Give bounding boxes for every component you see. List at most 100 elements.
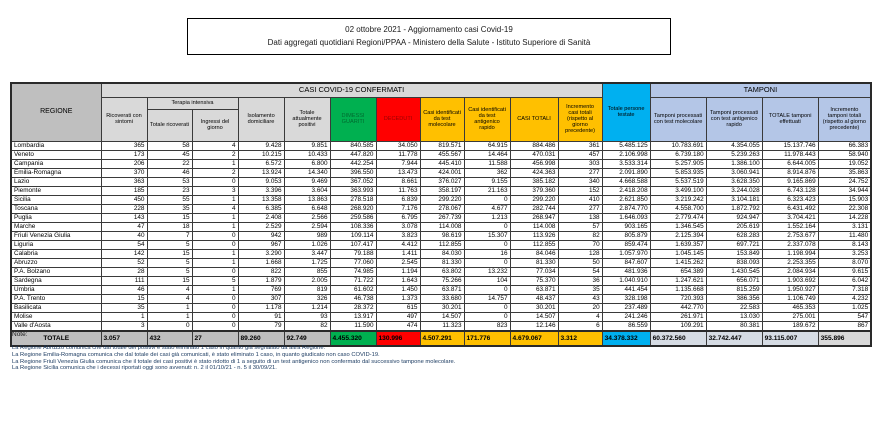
- value-cell: 497: [375, 311, 421, 322]
- value-cell: 362: [463, 167, 511, 178]
- value-cell: 268.920: [329, 203, 377, 214]
- value-cell: 11.590: [329, 320, 377, 331]
- value-cell: 138: [557, 212, 603, 223]
- value-cell: 656.071: [705, 275, 763, 286]
- value-cell: 1.903.692: [761, 275, 819, 286]
- value-cell: 35.863: [817, 167, 872, 178]
- value-cell: 3.290: [237, 248, 285, 259]
- value-cell: 6.739.180: [649, 149, 707, 160]
- value-cell: 277: [557, 203, 603, 214]
- value-cell: 3.253: [817, 248, 872, 259]
- value-cell: 71.722: [329, 275, 377, 286]
- value-cell: 4: [146, 284, 193, 295]
- value-cell: 14.507: [509, 311, 559, 322]
- value-cell: 442.254: [329, 158, 377, 169]
- value-cell: 4: [191, 140, 239, 151]
- value-cell: 447.820: [329, 149, 377, 160]
- value-cell: 859.474: [601, 239, 651, 250]
- value-cell: 15.903: [817, 194, 872, 205]
- value-cell: 822: [237, 266, 285, 277]
- value-cell: 28: [100, 266, 148, 277]
- table-row: Lazio 363 53 0 9.053 9.469 367.052 8.661 376.027…: [10, 176, 872, 187]
- value-cell: 3.604: [283, 185, 331, 196]
- note-item: La Regione Abruzzo comunica che dal tota…: [12, 345, 326, 351]
- value-cell: 328.198: [601, 293, 651, 304]
- region-name: Veneto: [10, 149, 102, 160]
- table-row: Puglia 143 15 1 2.408 2.566 259.586 6.795 267.73…: [10, 212, 872, 223]
- value-cell: 34.944: [817, 185, 872, 196]
- value-cell: 43: [557, 293, 603, 304]
- value-cell: 396.550: [329, 167, 377, 178]
- note-item: La Regione Emilia-Romagna comunica che d…: [12, 351, 380, 358]
- value-cell: 2.091.890: [601, 167, 651, 178]
- table-row: Umbria 46 4 1 769 819 61.602 1.450 63.871 0 63.871…: [10, 284, 872, 295]
- total-value-cell: 432: [146, 329, 193, 346]
- total-label: TOTALE: [10, 329, 102, 346]
- value-cell: 70: [557, 239, 603, 250]
- value-cell: 365: [100, 140, 148, 151]
- value-cell: 55: [146, 194, 193, 205]
- value-cell: 6.795: [375, 212, 421, 223]
- value-cell: 13.863: [283, 194, 331, 205]
- value-cell: 1: [191, 194, 239, 205]
- value-cell: 11.588: [463, 158, 511, 169]
- value-cell: 40: [100, 230, 148, 241]
- header-ricoverati: Ricoverati con sintomi: [100, 96, 148, 142]
- region-name: Marche: [10, 221, 102, 232]
- value-cell: 385.182: [509, 176, 559, 187]
- value-cell: 277: [557, 167, 603, 178]
- value-cell: 11.778: [375, 149, 421, 160]
- value-cell: 1.450: [375, 284, 421, 295]
- value-cell: 3.078: [375, 221, 421, 232]
- value-cell: 77.034: [509, 266, 559, 277]
- value-cell: 2.337.078: [761, 239, 819, 250]
- table-row: Toscana 228 35 4 6.385 6.648 268.920 7.176 278.0…: [10, 203, 872, 214]
- value-cell: 2.779.474: [649, 212, 707, 223]
- value-cell: 1.194: [375, 266, 421, 277]
- region-name: Sicilia: [10, 194, 102, 205]
- header-isolamento: Isolamento domiciliare: [237, 96, 285, 142]
- value-cell: 0: [463, 302, 511, 313]
- value-cell: 1.135.668: [649, 284, 707, 295]
- table-row: Basilicata 35 1 0 1.178 1.214 28.372 615 30.201 0…: [10, 302, 872, 313]
- value-cell: 46: [100, 284, 148, 295]
- total-value-cell: 3.312: [557, 329, 603, 346]
- total-value-cell: 4.455.320: [329, 329, 377, 346]
- value-cell: 1: [146, 302, 193, 313]
- value-cell: 80.381: [705, 320, 763, 331]
- value-cell: 6.800: [283, 158, 331, 169]
- value-cell: 189.672: [761, 320, 819, 331]
- value-cell: 5.537.519: [649, 176, 707, 187]
- value-cell: 2.529: [237, 221, 285, 232]
- value-cell: 9.053: [237, 176, 285, 187]
- value-cell: 4: [146, 293, 193, 304]
- value-cell: 769: [237, 284, 285, 295]
- header-group-tamponi: TAMPONI: [649, 82, 872, 98]
- value-cell: 0: [191, 266, 239, 277]
- total-value-cell: 92.749: [283, 329, 331, 346]
- value-cell: 1.026: [283, 239, 331, 250]
- value-cell: 1.040.910: [601, 275, 651, 286]
- value-cell: 3.219.242: [649, 194, 707, 205]
- total-value-cell: 3.057: [100, 329, 148, 346]
- value-cell: 143: [100, 212, 148, 223]
- value-cell: 47: [100, 221, 148, 232]
- table-row: Emilia-Romagna 370 46 2 13.924 14.340 396.550 1…: [10, 167, 872, 178]
- value-cell: 720.393: [649, 293, 707, 304]
- value-cell: 470.031: [509, 149, 559, 160]
- value-cell: 2.753.677: [761, 230, 819, 241]
- region-name: Umbria: [10, 284, 102, 295]
- value-cell: 3.533.314: [601, 158, 651, 169]
- value-cell: 11.763: [375, 185, 421, 196]
- value-cell: 2.621.850: [601, 194, 651, 205]
- value-cell: 1.386.100: [705, 158, 763, 169]
- value-cell: 109.291: [649, 320, 707, 331]
- value-cell: 2.005: [283, 275, 331, 286]
- table-row: Lombardia 365 58 4 9.428 9.851 840.585 34.050 81…: [10, 140, 872, 151]
- value-cell: 1.373: [375, 293, 421, 304]
- total-value-cell: 32.742.447: [705, 329, 763, 346]
- value-cell: 628.283: [705, 230, 763, 241]
- header-attualmente-positivi: Totale attualmente positivi: [283, 96, 331, 142]
- value-cell: 8.914.876: [761, 167, 819, 178]
- total-value-cell: 171.776: [463, 329, 511, 346]
